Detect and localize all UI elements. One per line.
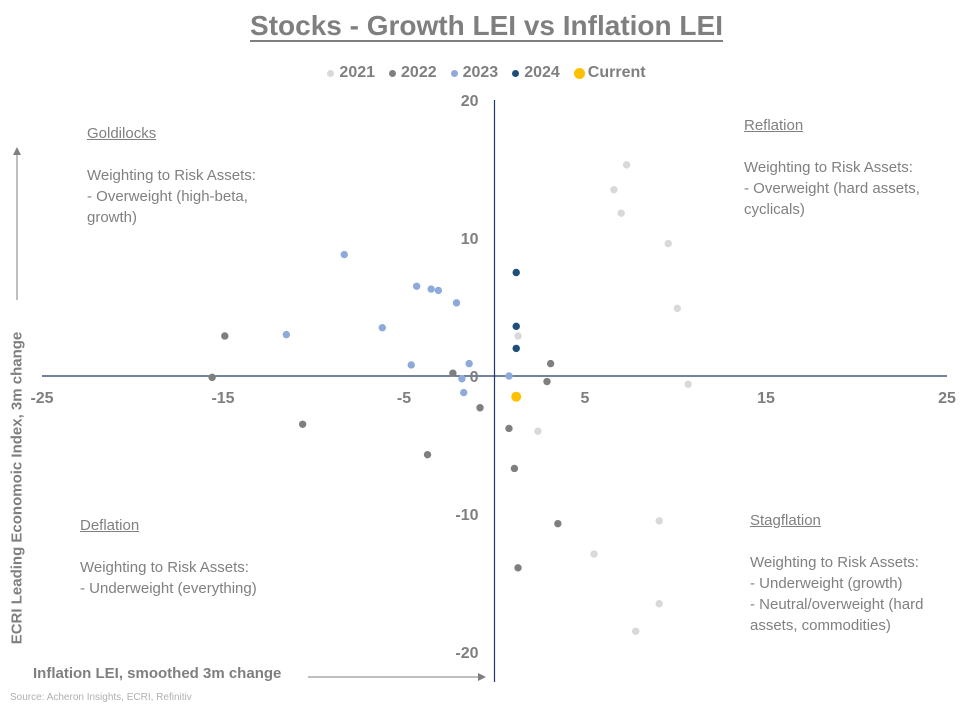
annotation-line: - Overweight (high-beta, — [87, 188, 248, 205]
point-2022 — [546, 359, 555, 368]
chart-title: Stocks - Growth LEI vs Inflation LEI — [250, 10, 723, 41]
source-note: Source: Acheron Insights, ECRI, Refiniti… — [10, 692, 192, 703]
annotation-line: growth) — [87, 209, 138, 226]
point-2022 — [514, 564, 522, 572]
legend-item-2023: 2023 — [450, 64, 499, 82]
x-axis-arrowhead — [478, 673, 486, 681]
point-2021 — [622, 161, 631, 169]
annotation-line: Weighting to Risk Assets: — [750, 554, 919, 571]
y-tick-label: -10 — [455, 507, 478, 524]
point-2021 — [514, 332, 522, 340]
legend-label: 2024 — [524, 64, 560, 81]
point-2021 — [655, 517, 663, 525]
annotation-line: - Neutral/overweight (hard — [750, 596, 924, 613]
point-2022 — [476, 404, 484, 412]
x-tick-label: -15 — [211, 390, 234, 407]
point-2022 — [449, 369, 457, 377]
point-2023 — [465, 359, 473, 368]
annotation-reflation: Reflation Weighting to Risk Assets: - Ov… — [744, 115, 920, 220]
y-axis-arrowhead — [13, 147, 21, 155]
annotation-line: Weighting to Risk Assets: — [87, 167, 256, 184]
x-tick-label: 5 — [581, 390, 590, 407]
legend-marker — [327, 69, 335, 77]
y-tick-label: 20 — [461, 93, 479, 110]
point-2022 — [554, 519, 562, 528]
point-2021 — [590, 550, 598, 558]
annotation-line: - Underweight (growth) — [750, 575, 903, 592]
x-tick-label: 15 — [757, 390, 775, 407]
point-2022 — [510, 464, 519, 473]
point-2023 — [340, 250, 348, 259]
quadrant-title: Deflation — [80, 517, 140, 534]
annotation-goldilocks: Goldilocks Weighting to Risk Assets: - O… — [87, 123, 256, 228]
quadrant-title: Goldilocks — [87, 125, 157, 142]
legend: 2021 2022 2023 2024 Current — [0, 64, 973, 82]
point-2021 — [534, 427, 542, 435]
point-2021 — [673, 304, 682, 313]
point-2022 — [543, 377, 551, 386]
y-tick-label: -20 — [455, 645, 478, 662]
point-2022 — [298, 420, 307, 428]
point-2024 — [512, 344, 520, 353]
point-2021 — [664, 239, 672, 248]
annotation-line: assets, commodities) — [750, 617, 891, 634]
annotation-deflation: Deflation Weighting to Risk Assets: - Un… — [80, 515, 257, 599]
legend-label: Current — [587, 64, 646, 81]
x-tick-label: -5 — [397, 390, 411, 407]
point-2023 — [505, 372, 513, 380]
legend-label: 2022 — [401, 64, 437, 81]
point-2024 — [512, 268, 520, 277]
quadrant-title: Reflation — [744, 117, 804, 134]
legend-marker — [450, 69, 458, 77]
point-current — [511, 391, 522, 402]
point-2022 — [208, 373, 216, 382]
point-2021 — [610, 186, 618, 194]
point-2023 — [282, 330, 291, 339]
point-2021 — [684, 380, 692, 388]
x-tick-label: -25 — [30, 390, 53, 407]
legend-item-2021: 2021 — [327, 64, 375, 82]
point-2023 — [378, 324, 386, 332]
y-tick-label: 10 — [461, 231, 479, 248]
annotation-line: cyclicals) — [744, 201, 805, 218]
y-axis-label: ECRI Leading Economoic Index, 3m change — [8, 331, 26, 645]
point-2022 — [423, 450, 432, 459]
point-2023 — [458, 375, 466, 383]
point-2023 — [407, 361, 415, 369]
point-2023 — [452, 299, 461, 307]
legend-marker — [573, 67, 585, 79]
annotation-stagflation: Stagflation Weighting to Risk Assets: - … — [750, 510, 923, 636]
point-2023 — [427, 285, 435, 293]
legend-marker — [512, 69, 520, 77]
point-2024 — [512, 322, 520, 331]
x-axis-label: Inflation LEI, smoothed 3m change — [33, 665, 282, 682]
annotation-line: - Overweight (hard assets, — [744, 180, 920, 197]
point-2022 — [505, 424, 513, 433]
legend-marker — [389, 69, 397, 77]
point-2023 — [434, 286, 443, 295]
point-2021 — [655, 600, 663, 608]
annotation-line: - Underweight (everything) — [80, 580, 257, 597]
point-2023 — [412, 282, 421, 290]
legend-item-2024: 2024 — [512, 64, 560, 82]
legend-label: 2021 — [339, 64, 376, 81]
annotation-line: Weighting to Risk Assets: — [80, 559, 249, 576]
legend-item-2022: 2022 — [389, 64, 437, 82]
legend-label: 2023 — [462, 64, 499, 81]
x-tick-label: 25 — [938, 390, 956, 407]
quadrant-title: Stagflation — [750, 512, 821, 529]
legend-item-current: Current — [573, 64, 646, 82]
annotation-line: Weighting to Risk Assets: — [744, 159, 913, 176]
point-2021 — [631, 627, 640, 635]
y-tick-label: 0 — [470, 369, 479, 386]
point-2023 — [460, 388, 468, 397]
point-2021 — [617, 209, 625, 217]
point-2022 — [221, 332, 229, 340]
